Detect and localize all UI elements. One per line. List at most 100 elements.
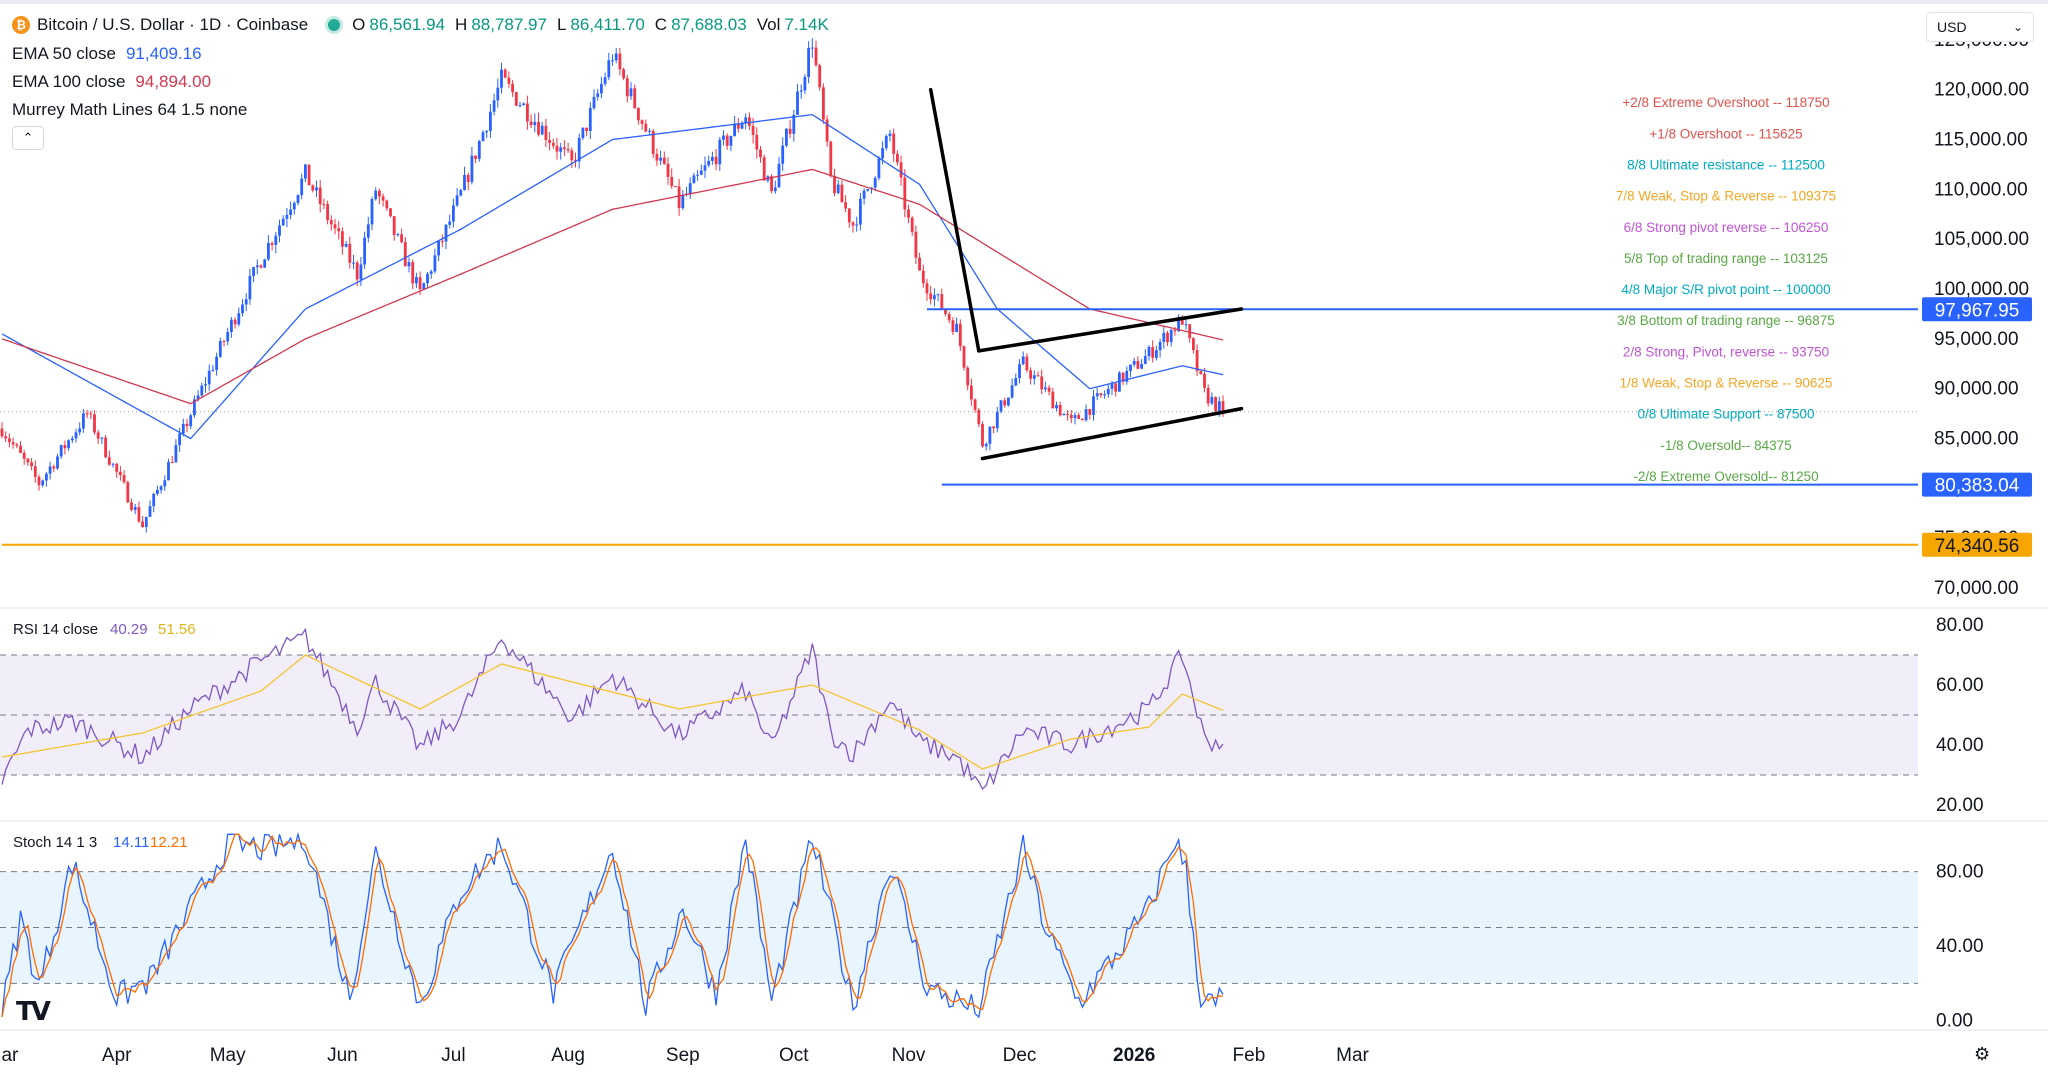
stoch-k-line bbox=[1, 831, 1224, 1019]
candle-body bbox=[359, 264, 363, 280]
rsi-ma-line bbox=[1, 654, 1224, 770]
murrey-legend[interactable]: Murrey Math Lines 64 1.5 none bbox=[12, 100, 257, 120]
candle-body bbox=[244, 299, 248, 305]
candle-body bbox=[141, 521, 144, 527]
candle-body bbox=[1110, 383, 1114, 389]
candle-body bbox=[270, 243, 274, 245]
candle-body bbox=[973, 399, 977, 410]
candle-body bbox=[170, 462, 174, 464]
candle-body bbox=[1132, 360, 1136, 365]
candle-body bbox=[1025, 356, 1029, 371]
candle-body bbox=[56, 456, 59, 469]
candle-body bbox=[722, 135, 725, 140]
price-axis-tick: 85,000.00 bbox=[1934, 429, 2019, 450]
candle-body bbox=[241, 304, 244, 314]
rsi-axis-tick: 40.00 bbox=[1936, 735, 1984, 756]
murrey-label: Murrey Math Lines 64 1.5 none bbox=[12, 100, 248, 119]
candle-body bbox=[329, 220, 333, 225]
candle-body bbox=[810, 47, 814, 49]
candle-body bbox=[341, 231, 344, 247]
stoch-axis-tick: 0.00 bbox=[1936, 1011, 1973, 1032]
currency-select[interactable]: USD ⌄ bbox=[1926, 12, 2034, 42]
murrey-level-label: 0/8 Ultimate Support -- 87500 bbox=[1637, 407, 1814, 422]
candle-body bbox=[119, 471, 122, 476]
candle-body bbox=[104, 437, 107, 458]
murrey-level-label: +1/8 Overshoot -- 115625 bbox=[1649, 126, 1802, 141]
price-axis-tick: 70,000.00 bbox=[1934, 578, 2019, 599]
candle-body bbox=[1077, 415, 1081, 419]
candle-body bbox=[500, 69, 503, 88]
symbol-title[interactable]: Bitcoin / U.S. Dollar · 1D · Coinbase bbox=[37, 15, 309, 34]
candle-body bbox=[67, 440, 70, 449]
candle-body bbox=[851, 222, 855, 226]
price-axis-tick: 105,000.00 bbox=[1934, 229, 2029, 250]
candle-body bbox=[1206, 387, 1210, 404]
candle-body bbox=[392, 216, 396, 235]
candle-body bbox=[1188, 324, 1192, 339]
candle-body bbox=[1036, 375, 1040, 377]
market-status-icon bbox=[328, 19, 341, 31]
candle-body bbox=[740, 123, 744, 129]
candle-body bbox=[1092, 396, 1095, 415]
candle-body bbox=[0, 428, 4, 437]
candle-body bbox=[1055, 404, 1058, 409]
candle-body bbox=[93, 414, 96, 433]
candle-body bbox=[866, 189, 870, 191]
candle-body bbox=[1155, 350, 1158, 358]
candle-body bbox=[614, 53, 618, 61]
candle-body bbox=[466, 175, 470, 182]
candle-body bbox=[89, 413, 93, 415]
chevron-up-icon: ⌃ bbox=[22, 130, 34, 145]
candle-body bbox=[126, 482, 130, 503]
time-axis-tick: Jun bbox=[327, 1045, 358, 1066]
collapse-legend-button[interactable]: ⌃ bbox=[12, 126, 44, 150]
tradingview-logo-icon[interactable]: TV bbox=[16, 997, 51, 1027]
candle-body bbox=[1018, 364, 1021, 379]
candle-body bbox=[185, 423, 189, 427]
murrey-level-label: 6/8 Strong pivot reverse -- 106250 bbox=[1624, 220, 1829, 235]
time-axis-tick: Mar bbox=[1336, 1045, 1369, 1066]
ema100-legend[interactable]: EMA 100 close 94,894.00 bbox=[12, 72, 211, 92]
time-axis-tick: Jul bbox=[441, 1045, 465, 1066]
murrey-level-label: 1/8 Weak, Stop & Reverse -- 90625 bbox=[1620, 375, 1833, 390]
candle-body bbox=[862, 190, 866, 199]
ema50-legend[interactable]: EMA 50 close 91,409.16 bbox=[12, 44, 202, 64]
candle-body bbox=[122, 475, 126, 483]
candle-body bbox=[1221, 401, 1225, 412]
rsi-axis-tick: 80.00 bbox=[1936, 615, 1984, 636]
candle-body bbox=[174, 445, 178, 463]
candles bbox=[0, 38, 1225, 533]
candle-body bbox=[666, 163, 670, 177]
candle-body bbox=[903, 177, 907, 210]
candle-body bbox=[555, 145, 559, 152]
candle-body bbox=[300, 178, 304, 196]
time-axis-tick: Mar bbox=[0, 1045, 19, 1066]
candle-body bbox=[215, 356, 218, 370]
ohlc-key: Vol bbox=[756, 15, 781, 34]
candle-body bbox=[19, 445, 22, 453]
candle-body bbox=[133, 507, 137, 510]
settings-gear-icon[interactable]: ⚙ bbox=[1974, 1044, 1991, 1064]
candle-body bbox=[193, 399, 196, 416]
candle-body bbox=[970, 385, 973, 400]
candle-body bbox=[348, 243, 352, 263]
candle-body bbox=[222, 341, 226, 343]
candle-body bbox=[452, 205, 455, 222]
candle-body bbox=[248, 276, 252, 300]
candle-body bbox=[1166, 332, 1169, 343]
price-axis-tick: 115,000.00 bbox=[1934, 130, 2028, 151]
candle-body bbox=[859, 198, 862, 225]
time-axis-tick: Oct bbox=[779, 1045, 809, 1066]
candle-body bbox=[200, 385, 204, 396]
candle-body bbox=[378, 190, 381, 197]
candle-body bbox=[263, 259, 267, 268]
candle-body bbox=[111, 463, 115, 465]
time-axis-tick: May bbox=[210, 1045, 246, 1066]
candle-body bbox=[940, 294, 944, 310]
candle-body bbox=[992, 426, 995, 429]
candle-body bbox=[644, 123, 648, 132]
ema100-value: 94,894.00 bbox=[135, 72, 212, 91]
candle-body bbox=[822, 87, 825, 120]
candle-body bbox=[522, 103, 526, 106]
